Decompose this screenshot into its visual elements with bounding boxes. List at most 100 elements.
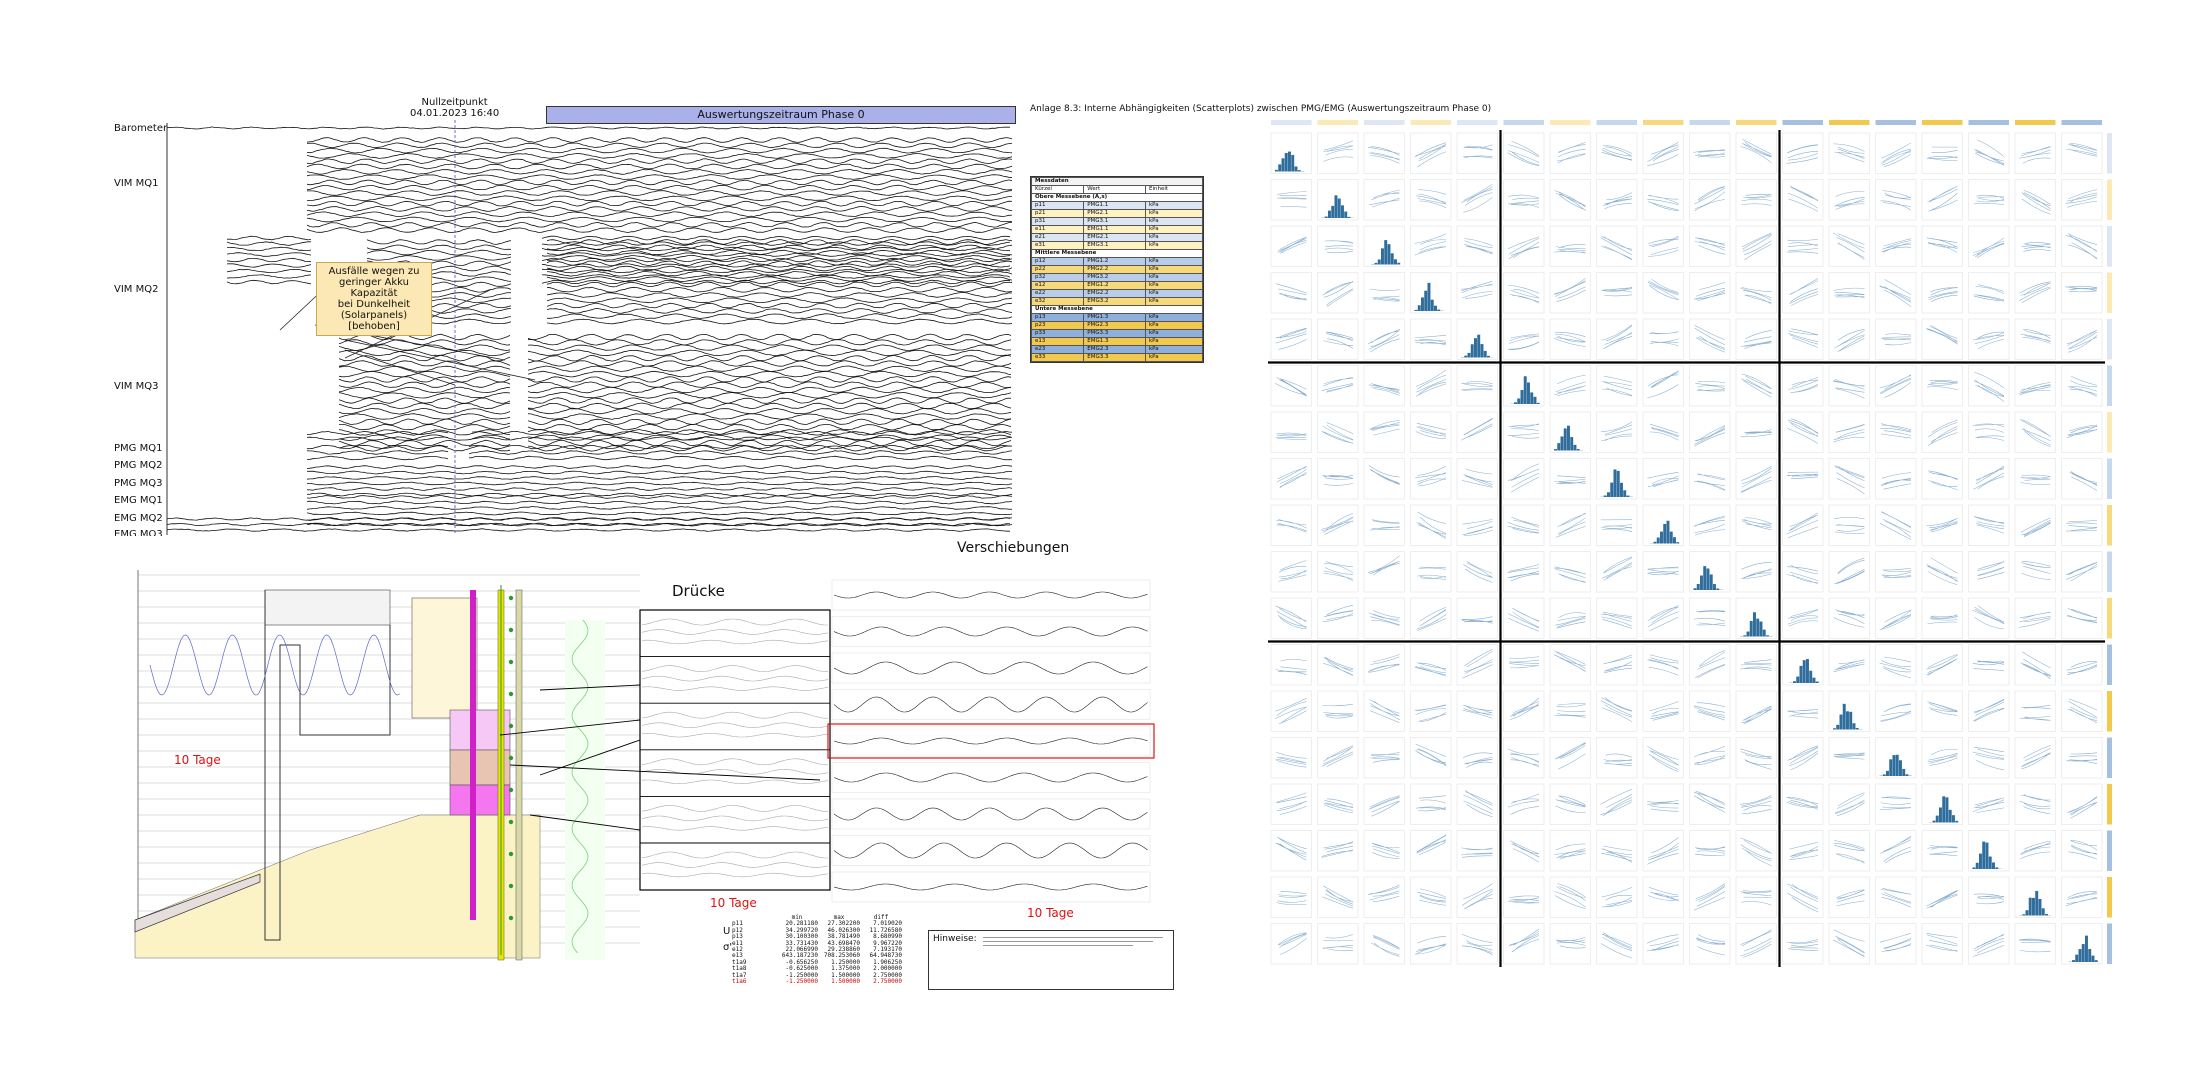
histogram-bar <box>1477 334 1481 358</box>
metadata-cell: e11 <box>1030 225 1085 234</box>
stats-cell: 2.000000 <box>873 965 902 973</box>
pressure-trace <box>641 872 829 878</box>
scatter-trace <box>1321 513 1354 535</box>
ts-series-line <box>338 344 1012 351</box>
pressure-trace <box>641 711 828 719</box>
matrix-cell <box>1596 783 1638 825</box>
scatter-trace <box>1275 605 1307 630</box>
displacement-trace <box>833 737 1148 745</box>
scatter-trace <box>1693 282 1726 301</box>
scatter-trace <box>1367 146 1400 164</box>
metadata-cell: p13 <box>1030 313 1085 322</box>
stats-block: min max diff p11 20.281180 27.302200 7.0190… <box>732 914 902 986</box>
matrix-cell <box>1642 411 1684 453</box>
hint-line <box>983 945 1133 946</box>
scatter-trace <box>2067 796 2098 819</box>
scatter-trace <box>1554 843 1586 860</box>
stats-header-cell: min <box>791 914 803 921</box>
scatter-trace <box>1508 194 1540 208</box>
matrix-cell <box>1270 318 1312 360</box>
histogram-bar <box>1331 205 1335 218</box>
scatter-trace <box>2067 698 2098 724</box>
matrix-cell <box>1782 783 1824 825</box>
cross-section-panel <box>120 560 1180 990</box>
scatter-trace <box>1603 654 1633 674</box>
displacement-cell <box>831 579 1151 611</box>
matrix-cell <box>1596 737 1638 779</box>
histogram-bar <box>1673 537 1676 544</box>
matrix-side-strip <box>2107 133 2112 174</box>
scatter-trace <box>1601 286 1633 297</box>
histogram-bar <box>1663 523 1667 544</box>
scatter-trace <box>1603 753 1633 767</box>
metadata-cell: e31 <box>1030 241 1085 250</box>
ts-series-line <box>306 430 1013 436</box>
scatter-trace <box>1507 895 1540 904</box>
histogram-bar <box>1328 210 1331 218</box>
scatter-trace <box>1695 934 1726 956</box>
row-label: EMG MQ3 <box>114 529 163 536</box>
displacement-cell <box>831 762 1151 793</box>
histogram-bar <box>1374 262 1378 265</box>
stats-cell: 643.187230 <box>781 952 818 960</box>
matrix-cell <box>1363 923 1405 965</box>
matrix-cell <box>1782 830 1824 872</box>
druecke-title: Drücke <box>672 582 725 600</box>
ts-series-line <box>306 450 1013 455</box>
pressure-trace <box>641 665 828 672</box>
scatter-trace <box>1786 512 1819 539</box>
ts-series-line <box>338 418 1012 426</box>
scatter-trace <box>2019 419 2051 447</box>
scatter-trace <box>2066 424 2098 439</box>
scatter-trace <box>1553 650 1586 672</box>
displacement-trace <box>833 661 1148 675</box>
stats-cell: 1.906250 <box>873 958 902 966</box>
matrix-cell <box>1503 830 1545 872</box>
scatter-trace <box>2019 145 2051 164</box>
scatter-trace <box>1834 329 1865 352</box>
scatter-trace <box>1601 556 1633 581</box>
connector-line <box>539 684 641 691</box>
metadata-cell: PMG2.1 <box>1083 209 1146 218</box>
stats-cell: t1a6 <box>732 978 747 986</box>
water-level-curve <box>149 634 400 696</box>
scatter-trace <box>1507 564 1540 582</box>
pressure-trace <box>641 733 829 738</box>
scatter-trace <box>1275 432 1307 440</box>
histogram-bar <box>1567 425 1570 451</box>
matrix-cell <box>1921 179 1963 221</box>
matrix-cell <box>1968 504 2010 546</box>
matrix-cell <box>1456 225 1498 267</box>
histogram-bar <box>1610 482 1614 497</box>
scatter-trace <box>1926 517 1958 533</box>
metadata-cell: PMG1.3 <box>1083 313 1146 322</box>
scatter-trace <box>1462 519 1493 536</box>
matrix-cell <box>1689 597 1731 639</box>
scatter-trace <box>1277 191 1307 208</box>
pressure-trace <box>641 639 829 645</box>
histogram-bar <box>1337 198 1341 218</box>
histogram-bar <box>1815 681 1819 683</box>
pressure-trace <box>641 758 828 766</box>
scatter-trace <box>1972 660 2005 671</box>
stats-cell: e13 <box>732 952 743 960</box>
scatter-trace <box>1833 659 1865 673</box>
ts-series-line <box>227 235 1011 241</box>
symbol-sigma: σ' <box>723 942 733 953</box>
scatter-trace <box>1556 142 1586 164</box>
displacement-trace <box>833 807 1148 821</box>
matrix-cell <box>1549 132 1591 174</box>
scatter-trace <box>1740 561 1772 579</box>
matrix-cell <box>1410 132 1452 174</box>
metadata-cell: p31 <box>1030 217 1085 226</box>
ts-series-line <box>306 200 1013 207</box>
histogram-bar <box>1895 754 1899 776</box>
histogram-bar <box>1842 703 1846 730</box>
connector-line <box>499 719 641 736</box>
scatter-trace <box>1370 519 1400 531</box>
matrix-cell <box>1735 458 1777 500</box>
scatter-trace <box>1463 144 1493 159</box>
matrix-cell <box>1875 458 1917 500</box>
stats-row: p12 34.299720 46.026300 11.726580 <box>732 927 902 934</box>
histogram-bar <box>1979 853 1982 869</box>
